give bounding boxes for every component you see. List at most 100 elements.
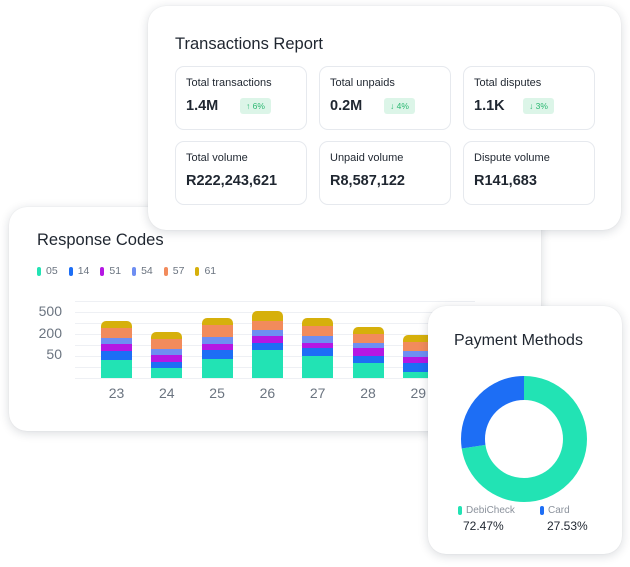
stat-value: 1.1K xyxy=(474,98,505,114)
transactions-report-title: Transactions Report xyxy=(175,35,323,53)
bar-segment-61-29[interactable] xyxy=(402,335,434,342)
bar-segment-51-24[interactable] xyxy=(151,355,183,362)
bar-segment-14-26[interactable] xyxy=(251,343,283,350)
x-tick-label: 25 xyxy=(209,385,225,401)
bar-segment-57-28[interactable] xyxy=(352,334,384,343)
bar-segment-05-28[interactable] xyxy=(352,363,384,378)
stat-total-unpaids: Total unpaids 0.2M ↓ 4% xyxy=(319,66,451,130)
legend-label: 54 xyxy=(141,265,153,277)
legend-item-54[interactable]: 54 xyxy=(132,265,153,277)
stat-label: Total unpaids xyxy=(330,77,395,89)
payment-method-label: Card xyxy=(548,505,570,516)
bar-segment-14-29[interactable] xyxy=(402,363,434,372)
stat-label: Total transactions xyxy=(186,77,272,89)
bar-segment-54-26[interactable] xyxy=(251,330,283,336)
bar-segment-57-23[interactable] xyxy=(101,328,132,338)
bar-segment-54-29[interactable] xyxy=(402,351,434,357)
bar-segment-14-23[interactable] xyxy=(101,351,132,360)
bar-segment-51-26[interactable] xyxy=(251,336,283,343)
donut-slice-card[interactable] xyxy=(461,376,587,502)
bar-segment-05-25[interactable] xyxy=(201,359,233,378)
bar-segment-51-23[interactable] xyxy=(101,344,132,351)
stat-total-transactions: Total transactions 1.4M ↑ 6% xyxy=(175,66,307,130)
stat-dispute-volume: Dispute volume R141,683 xyxy=(463,141,595,205)
x-tick-label: 24 xyxy=(159,385,175,401)
bar-segment-05-26[interactable] xyxy=(251,350,283,378)
stat-value: 1.4M xyxy=(186,98,219,114)
bar-segment-51-28[interactable] xyxy=(352,348,384,356)
legend-swatch xyxy=(458,506,462,515)
bar-segment-57-24[interactable] xyxy=(151,339,183,349)
trend-badge: ↓ 4% xyxy=(384,98,415,114)
trend-badge: ↓ 3% xyxy=(523,98,554,114)
payment-method-value: 27.53% xyxy=(547,519,588,533)
y-tick-label: 200 xyxy=(38,325,62,341)
bar-segment-51-25[interactable] xyxy=(201,344,233,350)
bar-segment-05-24[interactable] xyxy=(151,368,183,378)
legend-swatch xyxy=(68,266,73,276)
bar-segment-54-28[interactable] xyxy=(352,343,384,348)
y-tick-label: 50 xyxy=(46,346,62,362)
bar-segment-57-25[interactable] xyxy=(201,325,233,337)
legend-swatch xyxy=(163,266,168,276)
payment-method-value: 72.47% xyxy=(463,519,504,533)
legend-item-05[interactable]: 05 xyxy=(37,265,58,277)
legend-item-61[interactable]: 61 xyxy=(195,265,216,277)
legend-label: 61 xyxy=(204,265,217,277)
response-codes-title: Response Codes xyxy=(37,231,164,249)
bar-segment-57-26[interactable] xyxy=(251,321,283,330)
legend-swatch xyxy=(37,266,41,276)
bar-segment-57-29[interactable] xyxy=(402,342,434,351)
stat-label: Total disputes xyxy=(474,77,542,89)
x-tick-label: 26 xyxy=(259,385,276,401)
payment-method-card: Card xyxy=(540,505,570,516)
x-tick-label: 27 xyxy=(309,385,326,401)
response-codes-legend: 05 14 51 54 57 61 xyxy=(37,265,216,277)
payment-methods-title: Payment Methods xyxy=(454,332,583,349)
bar-segment-61-26[interactable] xyxy=(251,311,283,321)
bar-segment-14-28[interactable] xyxy=(352,356,384,363)
stat-value: R141,683 xyxy=(474,173,537,189)
bar-segment-61-28[interactable] xyxy=(352,327,384,334)
y-tick-label: 500 xyxy=(38,303,62,319)
x-tick-label: 28 xyxy=(360,385,376,401)
bar-segment-05-23[interactable] xyxy=(101,360,132,378)
stat-label: Unpaid volume xyxy=(330,152,404,164)
bar-segment-61-23[interactable] xyxy=(101,321,132,328)
x-tick-label: 29 xyxy=(410,385,427,401)
legend-item-14[interactable]: 14 xyxy=(68,265,90,277)
bar-segment-14-27[interactable] xyxy=(302,348,334,356)
bar-segment-54-27[interactable] xyxy=(302,336,334,343)
legend-label: 14 xyxy=(77,265,90,277)
bar-segment-14-24[interactable] xyxy=(151,362,183,368)
bar-segment-61-27[interactable] xyxy=(302,318,334,326)
stat-label: Total volume xyxy=(186,152,248,164)
transactions-report-card: Transactions Report Total transactions 1… xyxy=(148,6,621,230)
stat-total-disputes: Total disputes 1.1K ↓ 3% xyxy=(463,66,595,130)
bar-segment-61-24[interactable] xyxy=(151,332,183,339)
payment-method-label: DebiCheck xyxy=(466,505,515,516)
bar-segment-05-29[interactable] xyxy=(402,372,434,378)
stat-label: Dispute volume xyxy=(474,152,550,164)
legend-item-57[interactable]: 57 xyxy=(163,265,184,277)
gridline xyxy=(75,301,475,302)
payment-methods-donut xyxy=(461,376,587,502)
legend-swatch xyxy=(132,266,137,276)
bar-segment-51-27[interactable] xyxy=(302,343,334,348)
stat-value: R222,243,621 xyxy=(186,173,278,189)
gridline xyxy=(75,378,475,379)
trend-badge: ↑ 6% xyxy=(240,98,271,114)
bar-segment-57-27[interactable] xyxy=(302,326,334,336)
x-tick-label: 23 xyxy=(108,385,125,401)
stat-unpaid-volume: Unpaid volume R8,587,122 xyxy=(319,141,451,205)
stat-value: 0.2M xyxy=(330,98,363,114)
payment-method-debicheck: DebiCheck xyxy=(458,505,515,516)
bar-segment-14-25[interactable] xyxy=(201,350,233,359)
bar-segment-61-25[interactable] xyxy=(201,318,233,325)
bar-segment-54-23[interactable] xyxy=(101,338,132,344)
bar-segment-05-27[interactable] xyxy=(302,356,334,378)
bar-segment-54-25[interactable] xyxy=(201,337,233,344)
bar-segment-51-29[interactable] xyxy=(402,357,434,363)
legend-item-51[interactable]: 51 xyxy=(100,265,121,277)
bar-segment-54-24[interactable] xyxy=(151,349,183,355)
